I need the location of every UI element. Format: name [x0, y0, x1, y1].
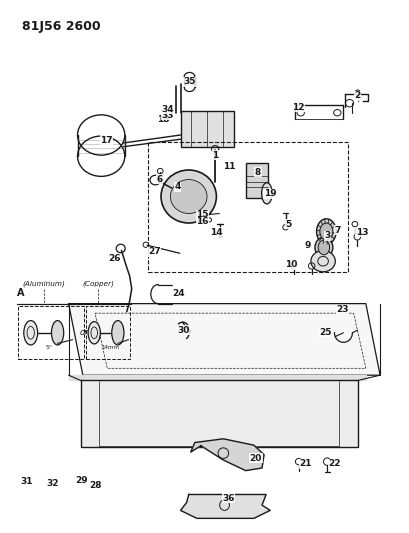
Polygon shape: [81, 381, 357, 447]
Text: 35: 35: [183, 77, 196, 86]
Ellipse shape: [314, 237, 332, 257]
Text: 13: 13: [355, 228, 368, 237]
Text: 9: 9: [304, 241, 310, 250]
Text: 12: 12: [292, 103, 304, 112]
Text: or: or: [79, 328, 88, 337]
Text: 5°: 5°: [46, 345, 53, 350]
Text: 6: 6: [156, 174, 162, 183]
Text: 5: 5: [285, 220, 291, 229]
Ellipse shape: [319, 223, 332, 240]
Bar: [245, 163, 267, 198]
Text: 23: 23: [335, 305, 348, 314]
Bar: [18, 306, 83, 359]
Ellipse shape: [316, 219, 335, 244]
Text: 7: 7: [334, 226, 340, 235]
Ellipse shape: [88, 321, 100, 344]
Bar: [86, 306, 130, 359]
Text: 33: 33: [161, 111, 173, 120]
Text: 8: 8: [254, 167, 261, 176]
Text: 17: 17: [100, 136, 112, 145]
Text: 26: 26: [108, 254, 121, 263]
Text: A: A: [17, 288, 24, 298]
Text: 3: 3: [323, 231, 330, 240]
Polygon shape: [190, 439, 263, 471]
Ellipse shape: [317, 240, 329, 255]
Text: 27: 27: [147, 247, 160, 256]
Text: 14mm: 14mm: [101, 345, 119, 350]
Text: 32: 32: [46, 479, 59, 488]
Text: 21: 21: [299, 459, 312, 469]
Text: 30: 30: [177, 326, 189, 335]
Text: 19: 19: [263, 189, 276, 198]
Text: 24: 24: [171, 288, 184, 297]
Text: 28: 28: [90, 481, 102, 490]
Polygon shape: [68, 375, 365, 381]
Ellipse shape: [170, 180, 207, 214]
Text: 16: 16: [196, 217, 208, 227]
Text: 25: 25: [318, 328, 330, 337]
Text: 31: 31: [20, 477, 33, 486]
Text: 4: 4: [174, 182, 180, 191]
Ellipse shape: [112, 320, 124, 345]
Ellipse shape: [24, 320, 38, 345]
Text: 15: 15: [196, 210, 208, 219]
Text: 22: 22: [328, 459, 340, 469]
Text: 36: 36: [221, 494, 234, 503]
Ellipse shape: [161, 170, 216, 223]
Text: 2: 2: [354, 91, 360, 100]
Text: 1: 1: [211, 151, 218, 160]
Text: 81J56 2600: 81J56 2600: [22, 20, 100, 33]
Ellipse shape: [310, 251, 335, 272]
Polygon shape: [180, 495, 270, 519]
Text: (Aluminum): (Aluminum): [22, 280, 65, 287]
Text: 10: 10: [284, 261, 297, 269]
Text: 11: 11: [222, 163, 235, 171]
Text: 34: 34: [161, 104, 173, 114]
Ellipse shape: [261, 183, 272, 204]
Polygon shape: [68, 304, 379, 375]
Text: 29: 29: [75, 475, 87, 484]
Text: 18: 18: [157, 115, 169, 124]
Text: (Copper): (Copper): [82, 280, 114, 287]
Bar: [180, 111, 233, 147]
Ellipse shape: [52, 320, 63, 345]
Bar: [148, 142, 347, 272]
Text: 20: 20: [249, 454, 261, 463]
Text: 14: 14: [209, 228, 222, 237]
